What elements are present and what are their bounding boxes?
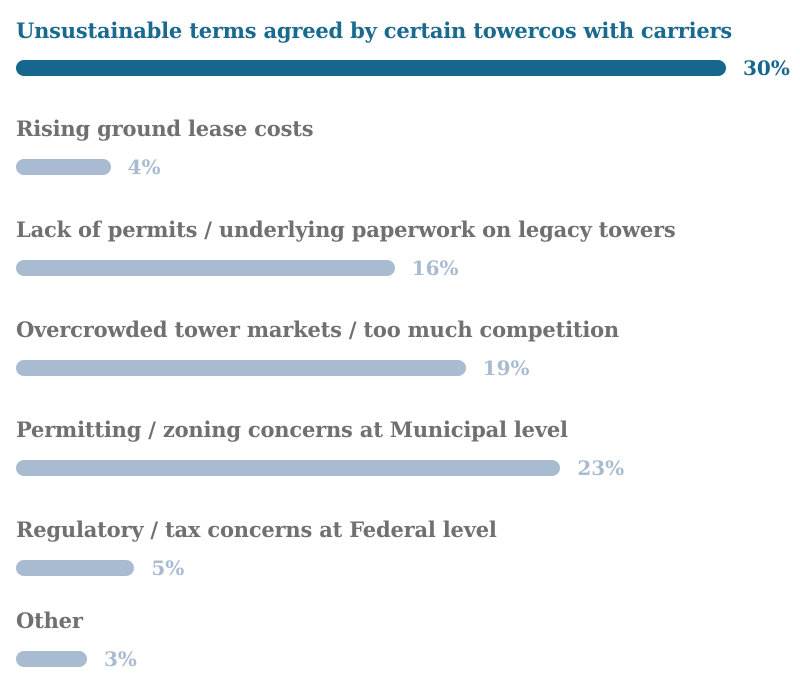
bar bbox=[16, 159, 111, 175]
category-label: Permitting / zoning concerns at Municipa… bbox=[16, 417, 568, 442]
bar bbox=[16, 460, 561, 476]
category-label: Overcrowded tower markets / too much com… bbox=[16, 317, 619, 342]
category-label: Unsustainable terms agreed by certain to… bbox=[16, 18, 733, 43]
value-label: 19% bbox=[482, 356, 530, 380]
value-label: 3% bbox=[104, 647, 137, 671]
bar bbox=[16, 651, 87, 667]
bar bbox=[16, 360, 466, 376]
category-label: Lack of permits / underlying paperwork o… bbox=[16, 217, 676, 242]
value-label: 23% bbox=[577, 456, 625, 480]
value-label: 30% bbox=[743, 56, 790, 80]
value-label: 4% bbox=[127, 155, 161, 179]
category-label: Other bbox=[16, 608, 83, 633]
value-label: 16% bbox=[411, 256, 459, 280]
bar bbox=[16, 260, 395, 276]
bar bbox=[16, 560, 135, 576]
value-label: 5% bbox=[151, 556, 185, 580]
category-label: Regulatory / tax concerns at Federal lev… bbox=[16, 517, 497, 542]
bar bbox=[16, 60, 726, 76]
category-label: Rising ground lease costs bbox=[16, 116, 314, 141]
